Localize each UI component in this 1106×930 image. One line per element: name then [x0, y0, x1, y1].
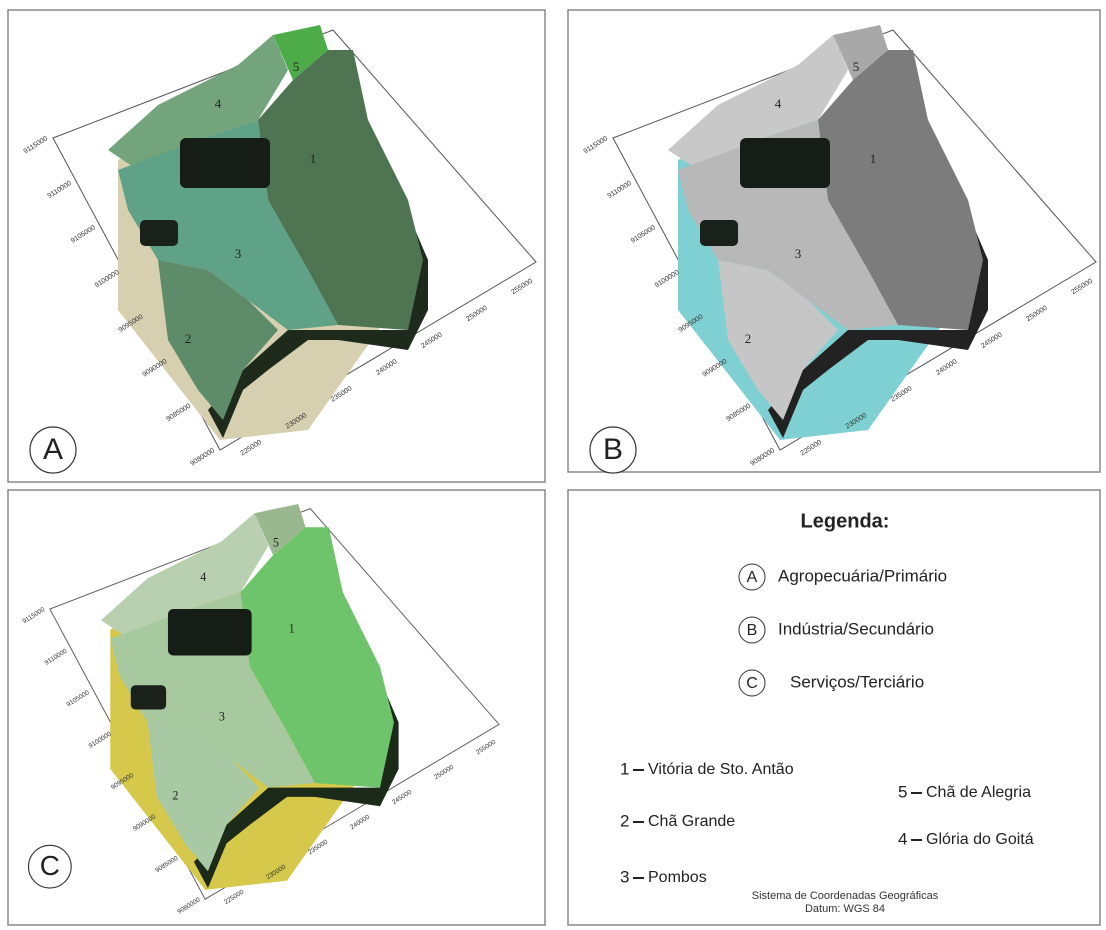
region-label: 3: [795, 246, 802, 261]
map-panel: 1234522500023000023500024000024500025000…: [21, 503, 500, 916]
panel-label: A: [43, 433, 63, 466]
region-label: 3: [219, 710, 225, 724]
region-5: [254, 503, 306, 556]
legend: Legenda: A Agropecuária/Primário B Indústria…: [620, 510, 1034, 915]
municipality-number: 1: [620, 759, 629, 778]
panel-label: C: [40, 850, 60, 881]
region-label: 1: [310, 151, 317, 166]
region-3: [678, 120, 898, 330]
sector-letter: C: [746, 675, 758, 692]
region-2: [147, 722, 260, 872]
terrain-side: [194, 592, 399, 889]
legend-title: Legenda:: [801, 510, 890, 532]
region-1: [258, 50, 423, 330]
municipality-number: 3: [620, 867, 629, 886]
panel-badge: [589, 426, 637, 474]
footer-text: Datum: WGS 84: [805, 903, 885, 915]
ridge-block: [167, 609, 252, 656]
region-label: 2: [172, 789, 178, 803]
region-2: [158, 260, 278, 420]
municipality-number: 2: [620, 811, 629, 830]
region-1: [240, 527, 394, 788]
sector-letter: A: [747, 569, 758, 586]
map-panel: 1234522500023000023500024000024500025000…: [23, 25, 537, 474]
panel-label: B: [603, 433, 623, 466]
legend-frame: [567, 489, 1101, 926]
panel-badge: [27, 844, 72, 889]
ridge-block: [180, 138, 270, 188]
municipality-name: Vitória de Sto. Antão: [648, 761, 794, 778]
sector-name: Indústria/Secundário: [778, 619, 934, 638]
region-3: [110, 592, 315, 788]
region-label: 5: [293, 59, 300, 74]
ridge-block: [130, 685, 167, 710]
region-3: [118, 120, 338, 330]
panel-badge: [29, 426, 77, 474]
municipality-name: Glória do Goitá: [926, 831, 1034, 848]
region-label: 1: [870, 151, 877, 166]
footer-text: Sistema de Coordenadas Geográficas: [752, 890, 939, 902]
region-label: 4: [215, 96, 222, 111]
ridge-block: [740, 138, 830, 188]
municipality-number: 4: [898, 829, 907, 848]
region-4: [101, 513, 269, 639]
region-label: 1: [289, 621, 295, 635]
municipality-number: 5: [898, 782, 907, 801]
ridge-block: [700, 220, 738, 246]
map-panel: 1234522500023000023500024000024500025000…: [583, 25, 1097, 474]
region-label: 5: [273, 536, 279, 550]
region-5: [273, 25, 328, 80]
region-label: 3: [235, 246, 242, 261]
region-label: 5: [853, 59, 860, 74]
municipality-name: Chã de Alegria: [926, 784, 1031, 801]
region-1: [818, 50, 983, 330]
sector-badge: [738, 669, 766, 697]
region-label: 4: [775, 96, 782, 111]
region-5: [833, 25, 888, 80]
region-4: [668, 35, 848, 170]
terrain-side: [768, 120, 988, 438]
region-label: 2: [745, 331, 752, 346]
region-2: [718, 260, 838, 420]
sector-badge: [738, 563, 766, 591]
ridge-block: [140, 220, 178, 246]
sector-badge: [738, 616, 766, 644]
sector-letter: B: [747, 622, 758, 639]
municipality-name: Pombos: [648, 869, 707, 886]
region-label: 4: [200, 570, 206, 584]
region-4: [108, 35, 288, 170]
sector-name: Serviços/Terciário: [790, 672, 924, 691]
sector-name: Agropecuária/Primário: [778, 566, 947, 585]
municipality-name: Chã Grande: [648, 813, 735, 830]
terrain-side: [208, 120, 428, 438]
region-label: 2: [185, 331, 192, 346]
